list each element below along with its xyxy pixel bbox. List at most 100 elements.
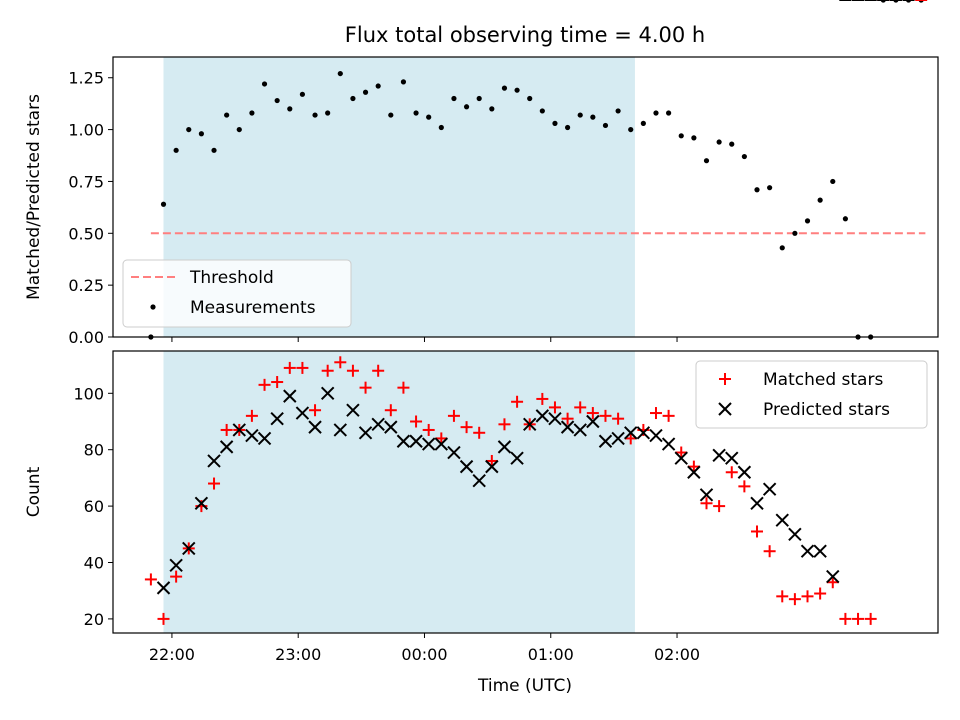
measurement-point [274, 97, 280, 104]
predicted-star-point [687, 465, 701, 479]
ratio-y-axis-label: Matched/Predicted stars [24, 94, 44, 300]
matched-star-point [309, 404, 322, 417]
predicted-star-point [636, 426, 651, 440]
y-tick-label: 20 [84, 610, 104, 629]
matched-star-point [435, 432, 448, 445]
count-panel-frame [112, 350, 939, 634]
predicted-star-point [699, 488, 714, 502]
matched-star-point [536, 392, 549, 405]
measurement-point [842, 216, 848, 222]
predicted-star-point [371, 417, 385, 432]
measurement-point [186, 126, 192, 133]
measurement-points [148, 0, 924, 340]
measurement-point [350, 95, 356, 102]
legend-matched-label: Matched stars [763, 370, 883, 390]
matched-star-point [372, 364, 385, 377]
predicted-star-point [421, 437, 436, 451]
measurement-point [703, 158, 710, 164]
matched-star-point [574, 401, 587, 414]
predicted-star-point [485, 459, 499, 474]
matched-star-point [624, 432, 637, 445]
predicted-star-point [308, 420, 322, 434]
x-tick-label: 00:00 [401, 645, 447, 664]
measurement-point [236, 126, 242, 133]
ratio-y-ticks: 0.00 0.25 0.50 0.75 1.00 1.25 [68, 69, 113, 347]
y-tick-label: 80 [84, 441, 104, 460]
predicted-star-point [434, 437, 449, 451]
predicted-star-point [472, 474, 486, 488]
measurement-point [539, 108, 545, 114]
predicted-star-point [535, 409, 550, 423]
measurement-point [615, 108, 621, 114]
measurement-point [653, 110, 659, 116]
matched-star-point [258, 378, 271, 391]
predicted-star-point [725, 451, 739, 465]
predicted-star-point [800, 544, 815, 558]
matched-star-point [700, 497, 713, 510]
matched-star-point [245, 409, 258, 422]
count-y-axis-label: Count [24, 466, 44, 517]
matched-star-point [170, 570, 183, 583]
predicted-star-point [813, 544, 827, 558]
matched-star-point [687, 460, 700, 473]
matched-star-point [801, 590, 814, 603]
matched-star-point [788, 593, 801, 606]
matched-star-point [447, 409, 460, 422]
measurement-point [792, 230, 798, 236]
matched-star-point [511, 395, 524, 408]
y-tick-label: 100 [73, 384, 104, 403]
legend-predicted-label: Predicted stars [763, 400, 890, 420]
predicted-star-point [510, 451, 524, 465]
x-tick-label: 01:00 [528, 645, 574, 664]
measurement-point [337, 70, 343, 77]
matched-star-point [839, 612, 852, 625]
matched-star-point [561, 412, 574, 425]
matched-star-point [725, 466, 738, 479]
matched-star-point [485, 454, 498, 467]
predicted-star-point [497, 440, 512, 454]
matched-star-point [208, 477, 221, 490]
y-tick-label: 1.00 [68, 121, 104, 140]
matched-star-point [271, 376, 284, 389]
y-tick-label: 0.75 [68, 172, 104, 191]
matched-star-point [586, 407, 599, 420]
matched-star-point [662, 409, 675, 422]
matched-star-point [498, 418, 511, 431]
measurement-point [413, 110, 419, 116]
count-panel: 20 40 60 80 100 22:00 23:00 00:00 01:00 02:00 Co… [24, 0, 939, 696]
measurement-point [463, 104, 470, 110]
measurement-point [160, 201, 167, 207]
predicted-star-point [788, 527, 802, 542]
measurement-point [312, 112, 318, 118]
predicted-star-point [409, 434, 423, 448]
predicted-star-point [384, 420, 398, 434]
measurement-point [476, 95, 482, 102]
measurement-point [691, 135, 697, 141]
predicted-star-point [320, 386, 335, 401]
legend-measurement-swatch [150, 304, 156, 310]
matched-star-point [296, 361, 309, 374]
ratio-panel-frame [112, 56, 939, 338]
x-tick-label: 22:00 [149, 645, 195, 664]
measurement-point [741, 153, 747, 160]
y-tick-label: 0.50 [68, 224, 104, 243]
matched-star-point [814, 587, 827, 600]
matched-star-point [599, 409, 612, 422]
measurement-point [666, 110, 672, 116]
chart-title: Flux total observing time = 4.00 h [345, 23, 705, 47]
predicted-star-point [624, 426, 638, 440]
predicted-star-point [573, 423, 587, 437]
predicted-star-point [257, 431, 272, 446]
predicted-star-point [447, 445, 461, 460]
predicted-star-point [232, 423, 246, 437]
predicted-star-point [283, 389, 297, 403]
predicted-star-point [333, 423, 348, 437]
measurement-point [678, 133, 684, 139]
legend-predicted-swatch [718, 402, 732, 416]
predicted-star-point [826, 569, 840, 584]
measurement-point [438, 124, 444, 131]
measurement-point [211, 147, 217, 153]
measurement-point [527, 95, 533, 102]
x-tick-label: 02:00 [654, 645, 700, 664]
